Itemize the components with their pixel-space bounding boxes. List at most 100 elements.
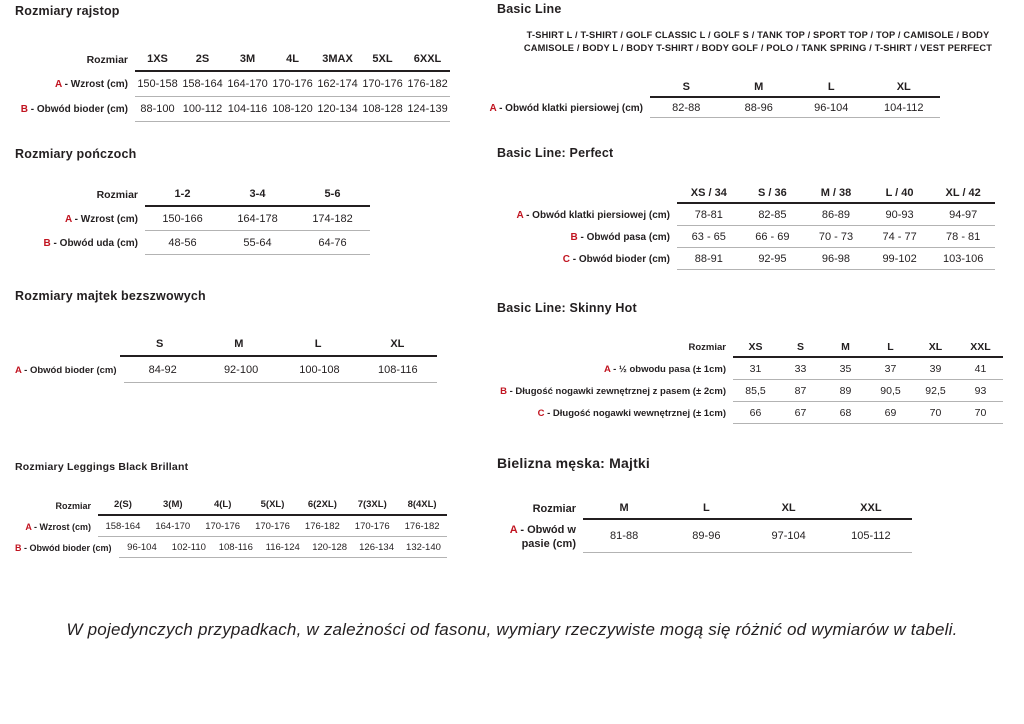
table-row: A - Obwód klatki piersiowej (cm) 82-88 88-… <box>475 98 940 118</box>
table-cell: 93 <box>974 384 987 397</box>
row-label: A - Wzrost (cm) <box>55 79 128 90</box>
column-header: 2S <box>195 53 210 65</box>
table-cell: 120-134 <box>317 103 358 115</box>
row-cells: 63 - 65 66 - 69 70 - 73 74 - 77 78 - 81 <box>677 226 995 248</box>
section-title-majtki-bezszwowe: Rozmiary majtek bezszwowych <box>15 289 206 303</box>
table-header-row: XS / 34 S / 36 M / 38 L / 40 XL / 42 <box>497 183 995 204</box>
table-cell: 105-112 <box>851 530 891 542</box>
row-letter: A <box>65 213 72 225</box>
row-label: A - Obwód klatki piersiowej (cm) <box>489 102 643 114</box>
column-header: S <box>155 338 164 350</box>
row-label: B - Obwód bioder (cm) <box>15 542 112 553</box>
column-header: 4(L) <box>213 499 232 510</box>
table-cell: 35 <box>839 362 852 375</box>
table-row: A - ½ obwodu pasa (± 1cm) 31 33 35 37 39 41 <box>493 358 1003 380</box>
table-cell: 176-182 <box>404 520 440 532</box>
header-cells: 1-2 3-4 5-6 <box>145 183 370 207</box>
size-table-skinny-hot: Rozmiar XS S M L XL XXL A - ½ obwodu pasa (± 1c… <box>493 337 1003 424</box>
table-cell: 116-124 <box>265 541 300 553</box>
table-header-row: Rozmiar 1XS 2S 3M 4L 3MAX 5XL 6XXL <box>15 48 450 72</box>
row-cells: 96-104 102-110 108-116 116-124 120-128 126-13… <box>118 537 447 558</box>
table-row: B - Obwód uda (cm) 48-56 55-64 64-76 <box>15 231 370 255</box>
table-cell: 124-139 <box>407 103 448 115</box>
table-cell: 170-176 <box>362 78 403 90</box>
table-row: C - Obwód bioder (cm) 88-91 92-95 96-98 99-1… <box>497 248 995 270</box>
table-cell: 70 <box>929 406 942 419</box>
table-cell: 81-88 <box>610 530 639 542</box>
table-cell: 41 <box>974 362 987 375</box>
row-cells: 82-88 88-96 96-104 104-112 <box>650 98 940 118</box>
table-cell: 31 <box>749 362 762 375</box>
column-header: 4L <box>286 53 299 65</box>
row-letter: A <box>25 521 32 532</box>
size-table-leggings: Rozmiar 2(S) 3(M) 4(L) 5(XL) 6(2XL) 7(3XL) 8(4X… <box>15 495 447 558</box>
row-cells: 66 67 68 69 70 70 <box>733 402 1003 424</box>
header-cells: S M L XL <box>650 78 940 98</box>
table-cell: 120-128 <box>312 541 348 553</box>
row-letter: A <box>603 363 611 375</box>
row-letter: B <box>500 385 507 397</box>
size-table-basic-line: S M L XL A - Obwód klatki piersiowej (cm) 82-… <box>475 78 940 118</box>
table-cell: 68 <box>839 406 852 419</box>
table-cell: 64-76 <box>318 236 347 249</box>
column-header: 3M <box>239 53 256 65</box>
row-cells: 150-166 164-178 174-182 <box>145 207 370 231</box>
table-cell: 90-93 <box>885 208 914 221</box>
table-cell: 164-178 <box>237 212 278 225</box>
table-cell: 86-89 <box>821 208 851 221</box>
row-label: B - Długość nogawki zewnętrznej z pasem … <box>500 385 726 397</box>
section-title-skinny-hot: Basic Line: Skinny Hot <box>497 301 637 315</box>
row-label: C - Obwód bioder (cm) <box>562 253 670 265</box>
size-label-header <box>497 183 677 204</box>
column-header: L <box>827 81 835 93</box>
header-cells: S M L XL <box>120 333 437 357</box>
table-header-row: S M L XL <box>475 78 940 98</box>
row-letter: A <box>509 523 518 536</box>
row-label: A - ½ obwodu pasa (± 1cm) <box>603 363 726 375</box>
row-label: A - Obwód bioder (cm) <box>15 364 117 376</box>
row-letter: A <box>516 209 524 221</box>
row-cells: 84-92 92-100 100-108 108-116 <box>123 357 437 383</box>
size-table-ponczochy: Rozmiar 1-2 3-4 5-6 A - Wzrost (cm) 150-166 16… <box>15 183 370 255</box>
size-label-header: Rozmiar <box>55 500 91 511</box>
header-cells: 1XS 2S 3M 4L 3MAX 5XL 6XXL <box>135 48 450 72</box>
table-cell: 96-104 <box>127 541 157 553</box>
table-cell: 100-108 <box>299 363 340 376</box>
row-cells: 85,5 87 89 90,5 92,5 93 <box>733 380 1003 402</box>
column-header: S <box>796 340 804 353</box>
table-cell: 158-164 <box>105 520 141 532</box>
table-cell: 70 - 73 <box>818 230 854 243</box>
table-cell: 85,5 <box>745 384 766 397</box>
section-title-majtki-meskie: Bielizna męska: Majtki <box>497 455 651 471</box>
table-row: A - Wzrost (cm) 150-166 164-178 174-182 <box>15 207 370 231</box>
basic-line-product-list-line2: CAMISOLE / BODY L / BODY T-SHIRT / BODY … <box>523 42 993 53</box>
column-header: M <box>619 502 629 514</box>
table-header-row: Rozmiar XS S M L XL XXL <box>493 337 1003 358</box>
size-label-header: Rozmiar <box>532 503 576 515</box>
row-label: B - Obwód pasa (cm) <box>570 231 670 243</box>
table-cell: 78 - 81 <box>946 230 981 243</box>
table-cell: 170-176 <box>255 520 290 532</box>
table-cell: 94-97 <box>949 208 978 221</box>
table-cell: 102-110 <box>171 541 206 553</box>
column-header: M <box>234 338 244 350</box>
table-cell: 92-100 <box>223 363 259 376</box>
table-header-row: S M L XL <box>15 333 437 357</box>
column-header: 6(2XL) <box>307 499 337 510</box>
table-cell: 176-182 <box>407 78 448 90</box>
table-cell: 100-112 <box>182 103 223 115</box>
table-row: B - Obwód bioder (cm) 96-104 102-110 108-11… <box>15 537 447 558</box>
row-label: A - Wzrost (cm) <box>25 521 91 532</box>
row-cells: 88-100 100-112 104-116 108-120 120-134 108-12… <box>135 97 450 122</box>
table-cell: 108-120 <box>272 103 313 115</box>
table-cell: 66 - 69 <box>755 230 790 243</box>
table-header-row: Rozmiar 1-2 3-4 5-6 <box>15 183 370 207</box>
column-header: 5XL <box>372 53 393 65</box>
table-row: B - Obwód bioder (cm) 88-100 100-112 104-11… <box>15 97 450 122</box>
row-letter: B <box>570 231 578 243</box>
row-cells: 78-81 82-85 86-89 90-93 94-97 <box>677 204 995 226</box>
table-cell: 74 - 77 <box>882 230 917 243</box>
table-cell: 82-88 <box>672 101 701 114</box>
size-table-majtki-meskie: Rozmiar M L XL XXL A - Obwód w pasie (cm) 81-8… <box>505 498 912 553</box>
